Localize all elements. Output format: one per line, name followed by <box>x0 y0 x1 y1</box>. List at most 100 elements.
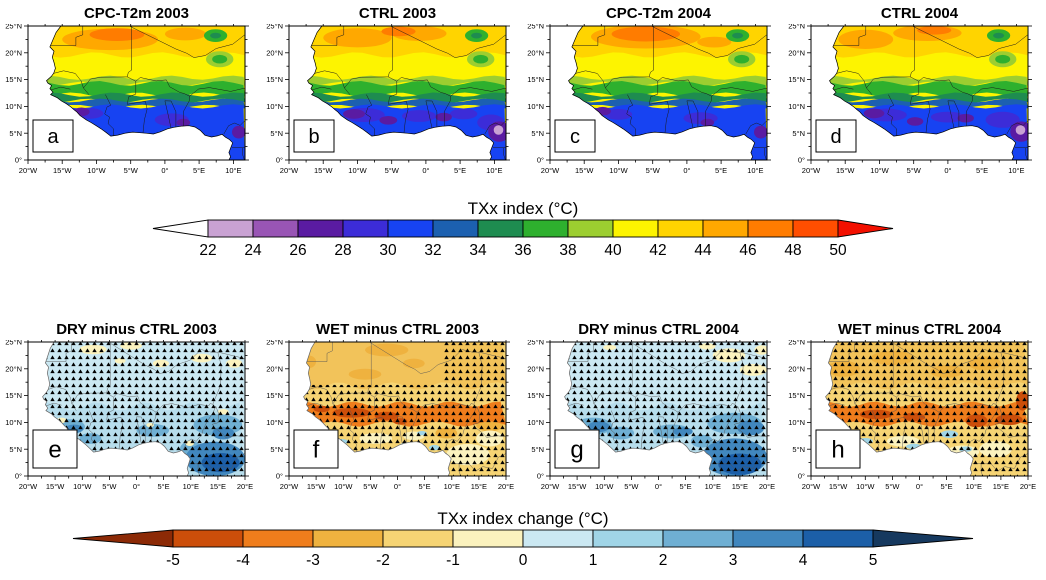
svg-text:5°E: 5°E <box>715 166 727 175</box>
svg-text:15°W: 15°W <box>575 166 594 175</box>
svg-text:5°E: 5°E <box>193 166 205 175</box>
svg-text:20°W: 20°W <box>802 166 821 175</box>
panel-h-title: WET minus CTRL 2004 <box>837 321 1002 338</box>
panel-letter: c <box>570 126 580 148</box>
svg-text:46: 46 <box>739 242 756 259</box>
svg-text:5°E: 5°E <box>454 166 466 175</box>
svg-text:30: 30 <box>379 242 397 259</box>
panel-letter-box: c <box>554 119 596 153</box>
svg-text:10°N: 10°N <box>788 102 805 111</box>
svg-text:25°N: 25°N <box>266 340 283 347</box>
panel-b: CTRL 2003 20°W 15°W 10°W 5°W 0° 5°E 10°E 25°N 20… <box>261 4 522 190</box>
panel-f: WET minus CTRL 2003 20°W 15°W 10°W 5°W 0° 5°E… <box>261 320 522 506</box>
map-h: 20°W 15°W 10°W 5°W 0° 5°E 10°E 15°E 20°E 25°N 20°N… <box>783 340 1044 506</box>
axis-labels: 20°W 15°W 10°W 5°W 0° 5°E 10°E 15°E 20°E 25°N 20°N… <box>788 340 1036 491</box>
axis-labels: 20°W 15°W 10°W 5°W 0° 5°E 10°E 15°E 20°E 25°N 20°N… <box>527 340 775 491</box>
svg-text:0°: 0° <box>944 166 951 175</box>
svg-text:20°W: 20°W <box>541 166 560 175</box>
panel-letter-box: e <box>32 429 78 469</box>
svg-text:1: 1 <box>589 552 598 569</box>
panel-c: CPC-T2m 2004 20°W 15°W 10°W 5°W 0° 5°E 10°E 25°… <box>522 4 783 190</box>
row-txx-panels: CPC-T2m 2003 20°W 15°W 10°W 5°W 0° 5°E 10°E 25°… <box>0 4 1046 190</box>
colorbar-txx-title: TXx index (°C) <box>467 199 579 218</box>
svg-text:20°N: 20°N <box>527 364 544 373</box>
panel-letter-box: f <box>293 429 339 469</box>
coastline <box>564 341 768 477</box>
colorbar-svg-0: 22 24 26 28 30 32 34 36 38 40 42 44 46 48 50 <box>152 219 894 259</box>
panel-a-title: CPC-T2m 2003 <box>83 5 190 22</box>
svg-text:10°N: 10°N <box>788 418 805 427</box>
panel-letter: b <box>308 126 319 148</box>
svg-text:5°N: 5°N <box>9 129 22 138</box>
svg-text:10°E: 10°E <box>486 166 502 175</box>
svg-text:5°W: 5°W <box>907 166 922 175</box>
panel-c-title: CPC-T2m 2004 <box>605 5 712 22</box>
coastline <box>825 341 1029 477</box>
svg-text:0°: 0° <box>798 156 805 165</box>
svg-text:0°: 0° <box>394 482 401 491</box>
svg-text:20°N: 20°N <box>527 48 544 57</box>
svg-text:10°E: 10°E <box>444 482 460 491</box>
axis-labels: 20°W 15°W 10°W 5°W 0° 5°E 10°E 25°N 20°N 15°N 10°N… <box>5 24 241 175</box>
svg-text:15°E: 15°E <box>732 482 748 491</box>
panel-g: DRY minus CTRL 2004 20°W 15°W 10°W 5°W 0° 5°E… <box>522 320 783 506</box>
svg-text:0°: 0° <box>15 472 22 481</box>
svg-text:15°W: 15°W <box>314 166 333 175</box>
svg-text:10°E: 10°E <box>747 166 763 175</box>
svg-text:10°W: 10°W <box>870 166 889 175</box>
svg-text:10°E: 10°E <box>1008 166 1024 175</box>
svg-text:0°: 0° <box>537 156 544 165</box>
panel-a: CPC-T2m 2003 20°W 15°W 10°W 5°W 0° 5°E 10°E 25°… <box>0 4 261 190</box>
svg-text:0°: 0° <box>798 472 805 481</box>
axis-ticks <box>546 340 771 480</box>
svg-text:20°E: 20°E <box>237 482 253 491</box>
svg-text:10°N: 10°N <box>5 418 22 427</box>
svg-text:20°W: 20°W <box>19 166 38 175</box>
map-svg-c: 20°W 15°W 10°W 5°W 0° 5°E 10°E 25°N 20°N 15°N 10°N… <box>527 24 771 175</box>
svg-text:15°N: 15°N <box>266 75 283 84</box>
axis-ticks <box>807 24 1032 164</box>
map-svg-f: 20°W 15°W 10°W 5°W 0° 5°E 10°E 15°E 20°E 25°N 20°N… <box>266 340 514 491</box>
map-b: 20°W 15°W 10°W 5°W 0° 5°E 10°E 25°N 20°N 15°N 10°N… <box>261 24 522 190</box>
colorbar-left-arrow <box>152 219 209 238</box>
svg-text:0°: 0° <box>683 166 690 175</box>
svg-text:0: 0 <box>519 552 528 569</box>
svg-text:25°N: 25°N <box>5 24 22 31</box>
svg-text:15°N: 15°N <box>5 391 22 400</box>
svg-text:20°E: 20°E <box>759 482 775 491</box>
map-e: 20°W 15°W 10°W 5°W 0° 5°E 10°E 15°E 20°E 25°N 20°N… <box>0 340 261 506</box>
svg-text:15°W: 15°W <box>836 166 855 175</box>
svg-text:15°W: 15°W <box>53 166 72 175</box>
svg-text:15°N: 15°N <box>266 391 283 400</box>
svg-text:25°N: 25°N <box>527 24 544 31</box>
panel-letter: a <box>47 126 59 148</box>
panel-e: DRY minus CTRL 2003 20°W 15°W 10°W 5°W 0° 5°E… <box>0 320 261 506</box>
svg-text:20°N: 20°N <box>788 48 805 57</box>
svg-text:10°W: 10°W <box>595 482 614 491</box>
svg-text:5°W: 5°W <box>102 482 117 491</box>
svg-text:5°W: 5°W <box>885 482 900 491</box>
axis-labels: 20°W 15°W 10°W 5°W 0° 5°E 10°E 25°N 20°N 15°N 10°N… <box>788 24 1024 175</box>
svg-text:22: 22 <box>199 242 216 259</box>
svg-text:32: 32 <box>424 242 441 259</box>
panel-letter-box: a <box>32 119 74 153</box>
map-f: 20°W 15°W 10°W 5°W 0° 5°E 10°E 15°E 20°E 25°N 20°N… <box>261 340 522 506</box>
axis-labels: 20°W 15°W 10°W 5°W 0° 5°E 10°E 15°E 20°E 25°N 20°N… <box>5 340 253 491</box>
svg-text:38: 38 <box>559 242 576 259</box>
axis-ticks <box>807 340 1032 480</box>
svg-text:20°W: 20°W <box>19 482 38 491</box>
axis-ticks <box>285 24 510 164</box>
map-svg-b: 20°W 15°W 10°W 5°W 0° 5°E 10°E 25°N 20°N 15°N 10°N… <box>266 24 510 175</box>
svg-text:5°N: 5°N <box>270 445 283 454</box>
svg-text:-3: -3 <box>306 552 320 569</box>
svg-text:-1: -1 <box>446 552 460 569</box>
svg-text:2: 2 <box>659 552 668 569</box>
panel-letter-box: d <box>815 119 857 153</box>
svg-text:0°: 0° <box>537 472 544 481</box>
svg-text:-5: -5 <box>166 552 180 569</box>
svg-text:5°E: 5°E <box>419 482 431 491</box>
svg-text:10°W: 10°W <box>87 166 106 175</box>
svg-text:40: 40 <box>604 242 622 259</box>
svg-text:10°E: 10°E <box>183 482 199 491</box>
svg-text:5°N: 5°N <box>9 445 22 454</box>
